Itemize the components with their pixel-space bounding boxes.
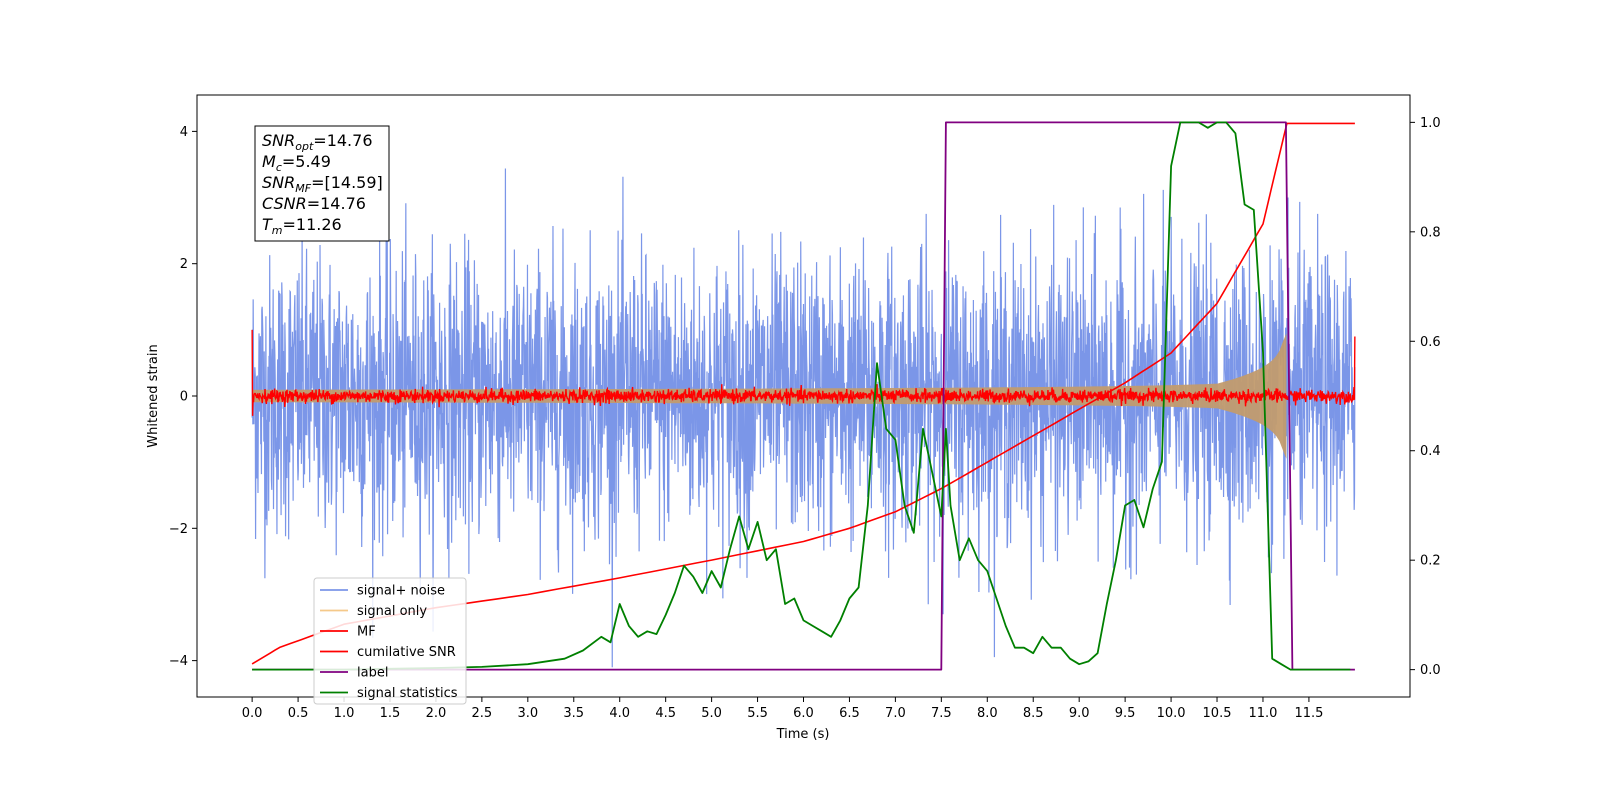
x-tick-label: 7.5 bbox=[931, 706, 952, 721]
x-tick-label: 4.5 bbox=[655, 706, 676, 721]
y-tick-label: 2 bbox=[180, 257, 188, 272]
x-tick-label: 1.5 bbox=[380, 706, 401, 721]
series-5-line bbox=[252, 121, 1351, 671]
x-tick-label: 10.5 bbox=[1203, 706, 1232, 721]
series-mf-line bbox=[251, 329, 1356, 416]
x-axis-label: Time (s) bbox=[776, 727, 830, 742]
y2-tick-label: 1.0 bbox=[1420, 116, 1441, 131]
info-box-line: Tm=11.26 bbox=[262, 215, 342, 237]
y2-tick-label: 0.2 bbox=[1420, 554, 1441, 569]
info-box-line: Mc=5.49 bbox=[262, 152, 331, 174]
x-tick-label: 0.5 bbox=[288, 706, 309, 721]
info-box-frame bbox=[254, 125, 390, 242]
y-axis-label: Whitened strain bbox=[146, 344, 161, 447]
y-axis-right: 0.0 0.2 0.4 0.6 0.8 1.0 bbox=[1410, 116, 1441, 678]
x-tick-label: 3.0 bbox=[517, 706, 538, 721]
x-tick-label: 5.5 bbox=[747, 706, 768, 721]
x-tick-label: 2.0 bbox=[426, 706, 447, 721]
x-tick-label: 10.0 bbox=[1157, 706, 1186, 721]
info-box-line: CSNR=14.76 bbox=[262, 194, 366, 213]
y-tick-label: −4 bbox=[169, 654, 188, 669]
y-axis-left: −4 −2 0 2 4 bbox=[169, 125, 197, 669]
x-tick-label: 2.5 bbox=[472, 706, 493, 721]
y2-tick-label: 0.0 bbox=[1420, 663, 1441, 678]
y-tick-label: −2 bbox=[169, 522, 188, 537]
x-tick-label: 11.0 bbox=[1248, 706, 1277, 721]
info-box: SNRopt=14.76Mc=5.49SNRMF=[14.59]CSNR=14.… bbox=[254, 125, 390, 242]
y-tick-label: 0 bbox=[180, 390, 188, 405]
x-axis: 0.0 0.5 1.0 1.5 2.0 2.5 3.0 3.5 4.0 4.5 5.0 5.5 6.0 6… bbox=[242, 697, 1323, 721]
y-tick-label: 4 bbox=[180, 125, 188, 140]
x-tick-label: 9.5 bbox=[1115, 706, 1136, 721]
legend-label: cumilative SNR bbox=[357, 645, 456, 660]
y2-tick-label: 0.4 bbox=[1420, 444, 1441, 459]
legend-label: MF bbox=[357, 625, 376, 640]
x-tick-label: 7.0 bbox=[885, 706, 906, 721]
info-box-line: SNRMF=[14.59] bbox=[262, 173, 383, 195]
x-tick-label: 6.5 bbox=[839, 706, 860, 721]
x-tick-label: 3.5 bbox=[563, 706, 584, 721]
legend-frame bbox=[313, 577, 467, 705]
legend-label: label bbox=[357, 666, 388, 681]
x-tick-label: 4.0 bbox=[609, 706, 630, 721]
series-signal-noise-line bbox=[251, 168, 1356, 668]
x-tick-label: 6.0 bbox=[793, 706, 814, 721]
x-tick-label: 8.5 bbox=[1023, 706, 1044, 721]
legend-label: signal statistics bbox=[357, 686, 458, 701]
x-tick-label: 5.0 bbox=[701, 706, 722, 721]
legend-label: signal only bbox=[357, 604, 427, 619]
legend-label: signal+ noise bbox=[357, 584, 445, 599]
x-tick-label: 1.0 bbox=[334, 706, 355, 721]
x-tick-label: 11.5 bbox=[1294, 706, 1323, 721]
x-tick-label: 8.0 bbox=[977, 706, 998, 721]
y2-tick-label: 0.8 bbox=[1420, 225, 1441, 240]
x-tick-label: 9.0 bbox=[1069, 706, 1090, 721]
legend: signal+ noise signal only MF cumilative SNR… bbox=[313, 577, 467, 705]
info-box-line: SNRopt=14.76 bbox=[262, 131, 373, 153]
x-tick-label: 0.0 bbox=[242, 706, 263, 721]
y2-tick-label: 0.6 bbox=[1420, 335, 1441, 350]
